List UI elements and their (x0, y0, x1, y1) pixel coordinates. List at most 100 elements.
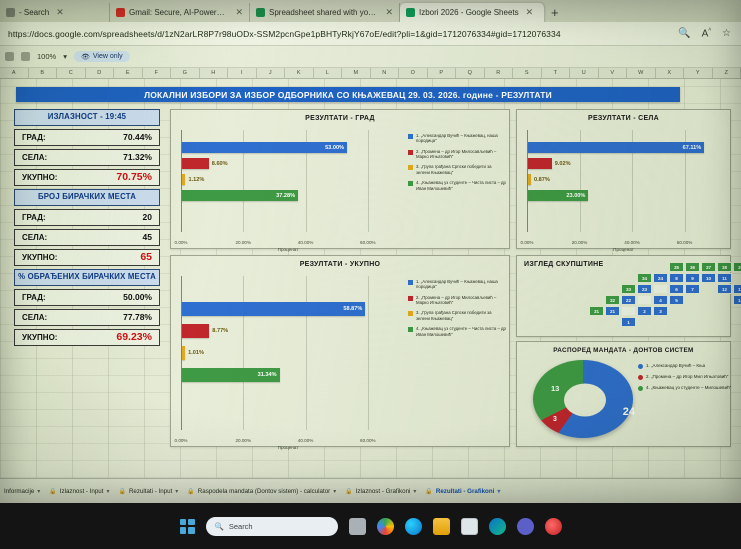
legend-label: 4. „Књажевац уз студенте – Чиста листа –… (416, 326, 506, 337)
chevron-down-icon[interactable]: ▾ (37, 488, 41, 495)
column-header-h[interactable]: H (200, 68, 228, 78)
browser-tab-1[interactable]: Gmail: Secure, AI-Powered Email f ✕ (110, 3, 250, 22)
column-header-c[interactable]: C (57, 68, 86, 78)
column-header-e[interactable]: E (114, 68, 143, 78)
search-icon[interactable]: 🔍 (678, 27, 691, 39)
kpi-row-grad: ГРАД: 20 (14, 208, 160, 226)
address-bar[interactable]: https://docs.google.com/spreadsheets/d/1… (0, 22, 741, 46)
legend-item-1: 1. „Александар Вучић – Књажевац, наша по… (408, 133, 506, 144)
zoom-level[interactable]: 100% (37, 52, 57, 61)
browser-tab-2[interactable]: Spreadsheet shared with you: "Iz ✕ (250, 3, 400, 22)
x-tick-label: 60.00% (676, 240, 693, 245)
favorites-icon[interactable]: ☆ (722, 27, 731, 39)
donut-value-2: 3 (553, 416, 557, 423)
column-header-r[interactable]: R (485, 68, 513, 78)
kpi-value: 50.00% (123, 292, 152, 303)
close-icon[interactable]: ✕ (385, 7, 393, 17)
store-icon[interactable] (460, 517, 478, 535)
sheet-tab-2[interactable]: 🔒 Rezultati - Input ▾ (118, 488, 178, 495)
close-icon[interactable]: ✕ (56, 7, 64, 17)
sheet-tab-1[interactable]: 🔒 Izlaznost - Input ▾ (49, 488, 109, 495)
x-axis-title: Проценат (613, 247, 634, 252)
column-header-b[interactable]: B (29, 68, 57, 78)
column-header-s[interactable]: S (513, 68, 542, 78)
sheet-tab-5[interactable]: 🔒 Rezultati - Grafikoni ▾ (425, 488, 500, 495)
donut-chart: 24 3 13 (529, 358, 641, 442)
tab-favicon (406, 8, 415, 17)
browser-tab-0[interactable]: - Search ✕ (0, 3, 110, 22)
column-header-v[interactable]: V (599, 68, 627, 78)
gridline (243, 276, 245, 430)
task-view-icon[interactable] (348, 517, 366, 535)
media-icon[interactable] (544, 517, 562, 535)
view-only-badge[interactable]: 👁 View only (73, 51, 130, 62)
column-header-t[interactable]: T (542, 68, 570, 78)
sheet-tab-bar: Informacije ▾ 🔒 Izlaznost - Input ▾ 🔒 Rezultat… (0, 478, 741, 503)
sheet-tab-0[interactable]: Informacije ▾ (4, 488, 40, 495)
column-header-d[interactable]: D (86, 68, 114, 78)
bar-series-4: 37.28% (182, 190, 299, 201)
browser-tab-3[interactable]: Izbori 2026 - Google Sheets ✕ (400, 3, 545, 22)
column-header-q[interactable]: Q (456, 68, 485, 78)
assembly-seat-9: 9 (685, 273, 700, 283)
gridline (243, 130, 245, 232)
x-tick-label: 20.00% (235, 438, 252, 443)
chart-panel-mandates[interactable]: РАСПОРЕД МАНДАТА - ДОНТОВ СИСТЕМ 24 3 13… (516, 341, 731, 447)
chevron-down-icon[interactable]: ▾ (497, 488, 501, 495)
gridline (579, 130, 581, 232)
column-header-l[interactable]: L (314, 68, 342, 78)
legend-swatch (638, 386, 643, 391)
chart-panel-grad[interactable]: РЕЗУЛТАТИ - ГРАД 0.00% 20.00% 40.00% 60.00%… (170, 109, 510, 252)
start-icon[interactable] (179, 518, 195, 534)
column-header-p[interactable]: P (428, 68, 456, 78)
read-aloud-icon[interactable]: Aᴬ (701, 27, 712, 40)
chevron-down-icon[interactable]: ▾ (413, 488, 417, 495)
close-icon[interactable]: ✕ (235, 7, 243, 17)
legend-label: 1. „Александар Вучић – Књажевац, наша по… (416, 279, 498, 290)
assembly-panel[interactable]: ИЗГЛЕД СКУПШТИНЕ 31 32 33 34 21 22 23 24 1 2 3 4 5 6 7… (516, 255, 741, 337)
legend-swatch (408, 295, 413, 301)
zoom-caret-icon[interactable]: ▾ (63, 52, 67, 61)
column-header-w[interactable]: W (627, 68, 656, 78)
close-icon[interactable]: ✕ (525, 7, 534, 17)
copilot-icon[interactable] (376, 517, 394, 535)
column-header-y[interactable]: Y (684, 68, 713, 78)
column-header-o[interactable]: O (399, 68, 428, 78)
column-header-n[interactable]: N (371, 68, 399, 78)
legend-item-4: 4. „Књажевац уз студенте – Чиста листа –… (408, 180, 506, 191)
legend-label: 4. „Књажевац уз студенте – Чиста листа –… (416, 180, 506, 191)
chart-panel-ukupno[interactable]: РЕЗУЛТАТИ - УКУПНО 0.00% 20.00% 40.00% 60.0… (170, 255, 510, 450)
column-header-k[interactable]: K (285, 68, 314, 78)
column-header-f[interactable]: F (143, 68, 171, 78)
kpi-row-grad: ГРАД: 70.44% (14, 128, 160, 146)
sheet-tab-4[interactable]: 🔒 Izlaznost - Grafikoni ▾ (345, 488, 416, 495)
omnibar-actions: 🔍 Aᴬ ☆ (678, 28, 741, 39)
legend-label: 2. „Промена – др Игор Мил Игњатовић" (646, 374, 729, 379)
legend-swatch (408, 311, 413, 317)
column-header-z[interactable]: Z (713, 68, 741, 78)
menu-icon[interactable] (5, 52, 14, 61)
column-header-g[interactable]: G (171, 68, 200, 78)
spreadsheet-canvas[interactable]: ЛОКАЛНИ ИЗБОРИ ЗА ИЗБОР ОДБОРНИКА СО КЊА… (0, 79, 741, 478)
print-icon[interactable] (21, 52, 30, 61)
column-header-a[interactable]: A (0, 68, 29, 78)
column-header-x[interactable]: X (656, 68, 684, 78)
chart-panel-sela[interactable]: РЕЗУЛТАТИ - СЕЛА 0.00% 20.00% 40.00% 60.00%… (516, 109, 731, 252)
x-tick-label: 40.00% (624, 240, 640, 245)
column-header-m[interactable]: M (342, 68, 371, 78)
file-explorer-icon[interactable] (432, 517, 450, 535)
column-header-i[interactable]: I (228, 68, 257, 78)
column-header-u[interactable]: U (570, 68, 599, 78)
chevron-down-icon[interactable]: ▾ (333, 488, 337, 495)
chevron-down-icon[interactable]: ▾ (175, 488, 179, 495)
search-input[interactable]: 🔍 Search (205, 516, 338, 536)
office-icon[interactable] (488, 517, 506, 535)
column-header-j[interactable]: J (257, 68, 285, 78)
edge-icon[interactable] (404, 517, 422, 535)
sheet-tab-3[interactable]: 🔒 Raspodela mandata (Dontov sistem) - cal… (187, 488, 336, 495)
bar-series-2: 9.02% (528, 158, 571, 169)
new-tab-button[interactable]: + (551, 5, 559, 20)
teams-icon[interactable] (516, 517, 534, 535)
chevron-down-icon[interactable]: ▾ (106, 488, 110, 495)
kpi-row-ukupno: УКУПНО: 70.75% (14, 168, 160, 186)
